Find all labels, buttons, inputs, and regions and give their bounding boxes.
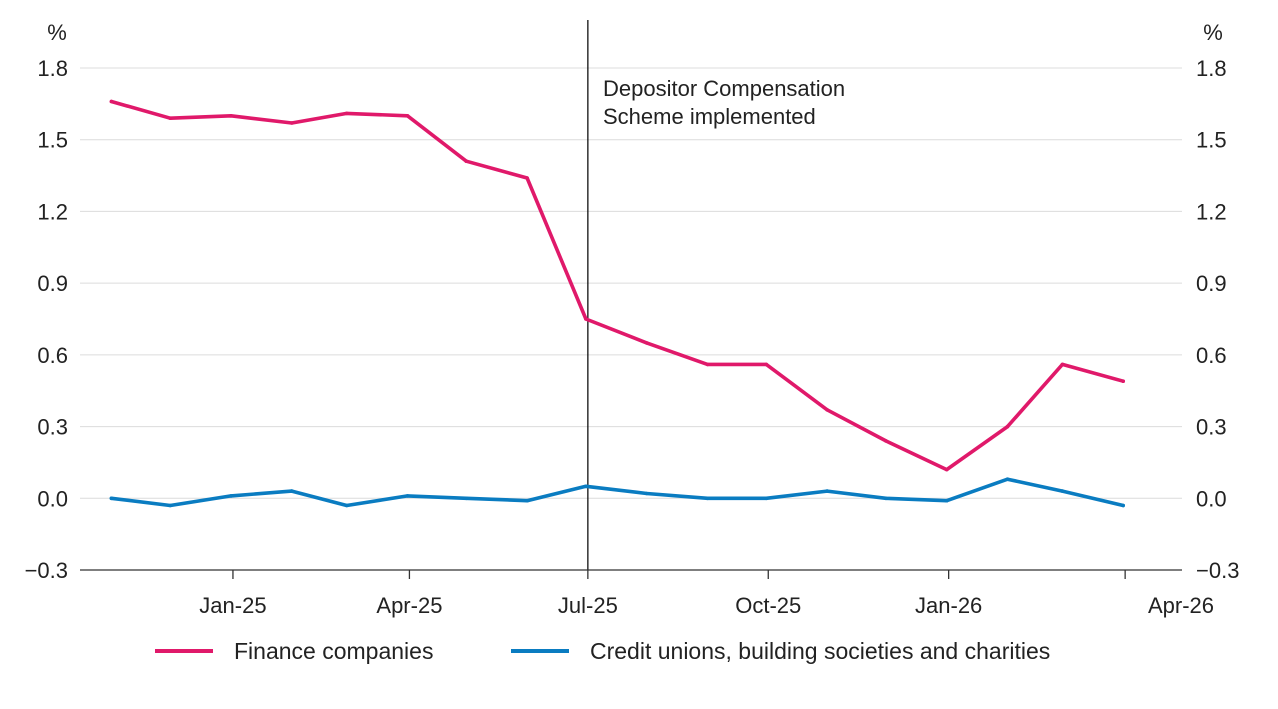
series-1-point xyxy=(705,496,710,501)
series-1-point xyxy=(168,503,172,508)
series-1-point xyxy=(584,484,588,489)
y-tick-label-right: 1.5 xyxy=(1196,128,1227,153)
legend-item-finance-companies: Finance companies xyxy=(155,638,433,664)
series-1-point xyxy=(525,498,529,503)
series-1-point xyxy=(764,496,769,501)
series-1-point xyxy=(1121,503,1125,508)
annotation-text-line-1: Depositor Compensation xyxy=(603,76,845,101)
series-1-point xyxy=(229,494,233,498)
series-1-point xyxy=(1005,477,1010,482)
series-0-point xyxy=(1060,362,1065,367)
legend-label-credit-unions: Credit unions, building societies and ch… xyxy=(590,638,1050,664)
axes: % % xyxy=(47,20,1223,571)
series-0-point xyxy=(705,362,710,367)
series-lines xyxy=(109,99,1125,508)
y-tick-label-left: 1.8 xyxy=(37,56,68,81)
series-0-point xyxy=(464,159,469,163)
gridlines xyxy=(80,67,1182,499)
series-0-point xyxy=(764,362,769,367)
series-1-point xyxy=(644,491,649,496)
y-tick-label-left: 0.9 xyxy=(37,271,68,296)
y-tick-label-left: −0.3 xyxy=(25,558,68,583)
series-0-point xyxy=(1005,424,1010,429)
series-0-point xyxy=(584,317,588,321)
series-1-point xyxy=(405,494,410,498)
y-axis-unit-right: % xyxy=(1203,20,1223,45)
series-line-0 xyxy=(109,99,1125,472)
series-0-point xyxy=(825,408,829,412)
series-0-point xyxy=(109,99,114,104)
x-tick-label: Oct-25 xyxy=(735,593,801,618)
y-tick-label-right: 0.3 xyxy=(1196,415,1227,440)
x-tick-label: Jul-25 xyxy=(558,593,618,618)
series-line-1 xyxy=(109,477,1125,508)
y-tick-label-right: 0.9 xyxy=(1196,271,1227,296)
y-tick-label-left: 1.5 xyxy=(37,128,68,153)
y-tick-label-left: 0.6 xyxy=(37,343,68,368)
series-0-point xyxy=(290,121,294,125)
series-1-point xyxy=(344,503,349,508)
series-1-point xyxy=(1060,489,1065,493)
legend: Finance companies Credit unions, buildin… xyxy=(155,638,1050,664)
legend-item-credit-unions: Credit unions, building societies and ch… xyxy=(511,638,1050,664)
series-0-point xyxy=(344,111,349,116)
x-tick-label: Apr-25 xyxy=(376,593,442,618)
series-0-point xyxy=(944,467,949,472)
series-1-point xyxy=(825,489,829,493)
y-tick-label-left: 0.3 xyxy=(37,415,68,440)
series-1-point xyxy=(464,496,469,501)
y-tick-label-right: −0.3 xyxy=(1196,558,1239,583)
series-0-point xyxy=(168,116,172,120)
y-tick-labels: −0.3 −0.3 0.0 0.0 0.3 0.3 0.6 0.6 0.9 0.9 1.2 1.2 1.… xyxy=(25,56,1240,583)
y-axis-unit-left: % xyxy=(47,20,67,45)
y-tick-label-left: 1.2 xyxy=(37,199,68,224)
y-tick-label-right: 0.6 xyxy=(1196,343,1227,368)
x-tick-label: Jan-26 xyxy=(915,593,982,618)
series-1-point xyxy=(944,498,949,503)
annotation: Depositor Compensation Scheme implemente… xyxy=(603,76,845,129)
series-0-point xyxy=(405,114,410,118)
series-1-point xyxy=(290,489,294,493)
series-1-point xyxy=(884,496,888,501)
series-0-point xyxy=(644,341,649,345)
y-tick-label-right: 1.2 xyxy=(1196,199,1227,224)
series-0-point xyxy=(884,439,888,443)
series-1-point xyxy=(109,496,114,501)
series-0-point xyxy=(1121,379,1125,384)
series-0-point xyxy=(525,176,529,180)
annotation-text-line-2: Scheme implemented xyxy=(603,104,816,129)
y-tick-label-right: 0.0 xyxy=(1196,486,1227,511)
y-tick-label-left: 0.0 xyxy=(37,486,68,511)
x-tick-label: Jan-25 xyxy=(199,593,266,618)
y-tick-label-right: 1.8 xyxy=(1196,56,1227,81)
x-tick-label: Apr-26 xyxy=(1148,593,1214,618)
series-0-point xyxy=(229,114,233,118)
legend-label-finance-companies: Finance companies xyxy=(234,638,433,664)
x-tick-labels: Jan-25 Apr-25 Jul-25 Oct-25 Jan-26 Apr-26 xyxy=(199,570,1214,618)
